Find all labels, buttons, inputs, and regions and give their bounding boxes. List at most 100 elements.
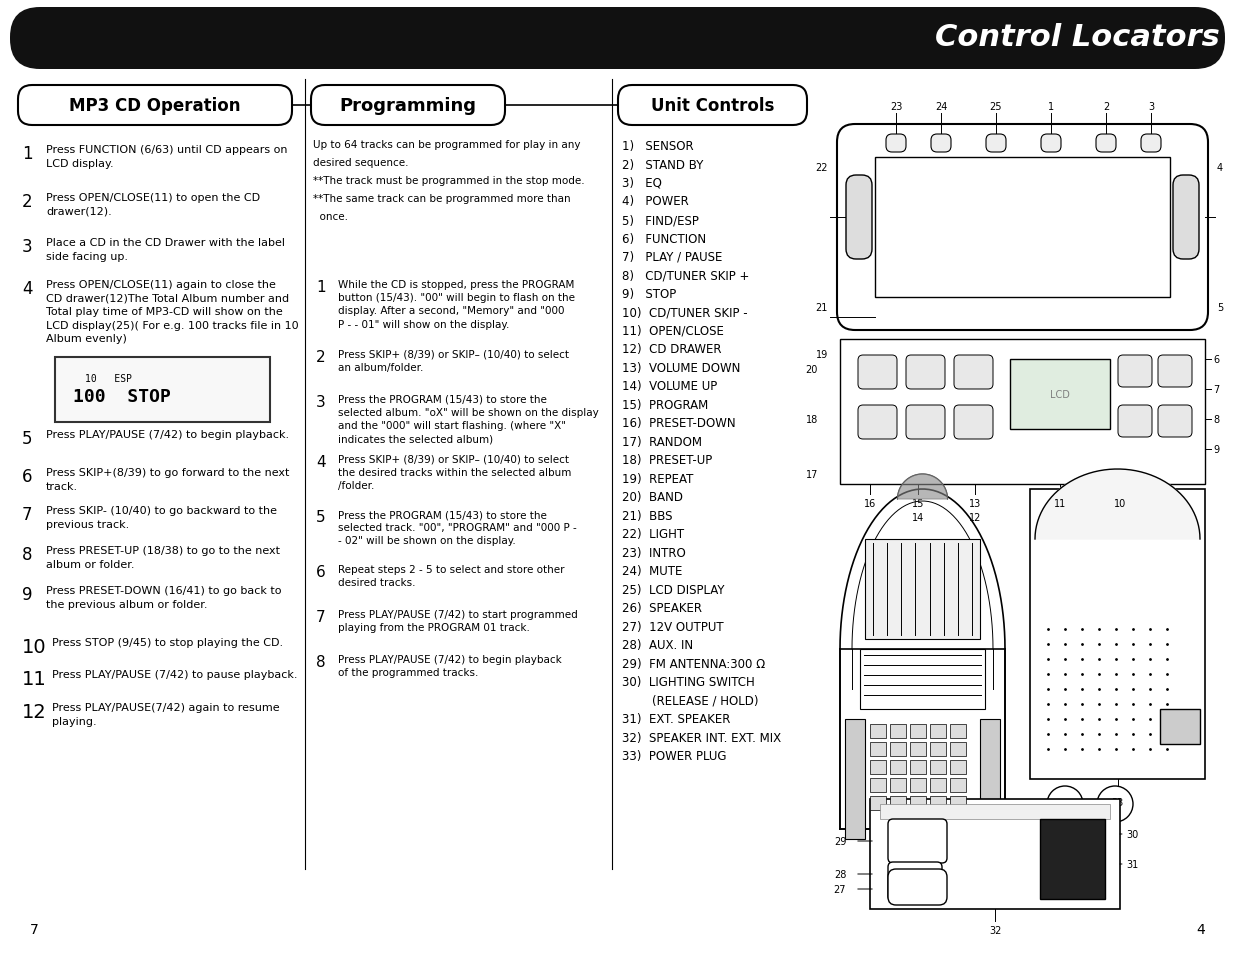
Bar [950, 796, 966, 810]
Text: 25: 25 [989, 102, 1003, 112]
Bar [56, 357, 270, 422]
FancyBboxPatch shape [986, 135, 1007, 152]
Bar [1030, 490, 1205, 780]
Text: Press PLAY/PAUSE (7/42) to start programmed
playing from the PROGRAM 01 track.: Press PLAY/PAUSE (7/42) to start program… [338, 609, 578, 633]
Bar [1010, 359, 1110, 430]
Text: 13)  VOLUME DOWN: 13) VOLUME DOWN [622, 361, 740, 375]
FancyBboxPatch shape [858, 355, 897, 390]
FancyBboxPatch shape [1118, 406, 1152, 437]
Text: MP3 CD Operation: MP3 CD Operation [69, 97, 241, 115]
Text: 12V OUTPUT: 12V OUTPUT [895, 863, 939, 869]
Bar [950, 779, 966, 792]
Bar [890, 796, 906, 810]
Text: 7: 7 [30, 923, 38, 936]
FancyBboxPatch shape [953, 355, 993, 390]
Bar [910, 742, 926, 757]
Text: 4: 4 [22, 280, 32, 297]
Text: 6)   FUNCTION: 6) FUNCTION [622, 233, 706, 245]
FancyBboxPatch shape [846, 175, 872, 260]
Text: 10: 10 [1114, 498, 1126, 509]
Text: Press SKIP+ (8/39) or SKIP– (10/40) to select
an album/folder.: Press SKIP+ (8/39) or SKIP– (10/40) to s… [338, 350, 569, 373]
Circle shape [1047, 786, 1083, 822]
Text: 3)   EQ: 3) EQ [622, 177, 662, 190]
Text: 19: 19 [816, 350, 827, 359]
Text: 12: 12 [22, 702, 47, 721]
Bar [860, 649, 986, 709]
Bar [981, 720, 1000, 840]
Text: Press PLAY/PAUSE (7/42) to begin playback
of the programmed tracks.: Press PLAY/PAUSE (7/42) to begin playbac… [338, 655, 562, 678]
Text: 28)  AUX. IN: 28) AUX. IN [622, 639, 693, 652]
Text: 1)   SENSOR: 1) SENSOR [622, 140, 694, 152]
Text: 21)  BBS: 21) BBS [622, 510, 673, 522]
Text: FM ANTENNA/300 Ω: FM ANTENNA/300 Ω [960, 808, 1030, 814]
Text: 11: 11 [1053, 498, 1066, 509]
Text: 9)   STOP: 9) STOP [622, 288, 677, 301]
Text: 16)  PRESET-DOWN: 16) PRESET-DOWN [622, 417, 736, 430]
Text: 15: 15 [911, 498, 924, 509]
Text: 14: 14 [911, 513, 924, 522]
Text: 2: 2 [316, 350, 326, 365]
Bar [890, 779, 906, 792]
Text: 5: 5 [316, 510, 326, 524]
FancyBboxPatch shape [1041, 135, 1061, 152]
FancyBboxPatch shape [1158, 355, 1192, 388]
FancyBboxPatch shape [1173, 175, 1199, 260]
Text: 8: 8 [1213, 415, 1219, 424]
Text: 24: 24 [935, 102, 947, 112]
Text: 6: 6 [316, 564, 326, 579]
Text: 27)  12V OUTPUT: 27) 12V OUTPUT [622, 620, 724, 634]
Text: 20)  BAND: 20) BAND [622, 491, 683, 504]
Text: 3: 3 [1149, 102, 1153, 112]
Text: 6: 6 [22, 468, 32, 485]
Bar [910, 724, 926, 739]
FancyBboxPatch shape [906, 406, 945, 439]
FancyBboxPatch shape [1118, 355, 1152, 388]
Text: 9: 9 [1213, 444, 1219, 455]
Text: Press PLAY/PAUSE (7/42) to begin playback.: Press PLAY/PAUSE (7/42) to begin playbac… [46, 430, 289, 439]
Text: Unit Controls: Unit Controls [651, 97, 774, 115]
Text: 8: 8 [316, 655, 326, 669]
FancyBboxPatch shape [10, 8, 1225, 70]
Text: 7)   PLAY / PAUSE: 7) PLAY / PAUSE [622, 251, 722, 264]
Text: 23)  INTRO: 23) INTRO [622, 546, 685, 559]
Bar [869, 742, 885, 757]
FancyBboxPatch shape [931, 135, 951, 152]
Bar [840, 339, 1205, 484]
Text: Up to 64 tracks can be programmed for play in any: Up to 64 tracks can be programmed for pl… [312, 140, 580, 150]
Polygon shape [898, 475, 947, 499]
Text: 15)  PROGRAM: 15) PROGRAM [622, 398, 708, 412]
Text: 31)  EXT. SPEAKER: 31) EXT. SPEAKER [622, 713, 730, 726]
Text: 23: 23 [889, 102, 903, 112]
Bar [1160, 709, 1200, 744]
Text: 5)   FIND/ESP: 5) FIND/ESP [622, 213, 699, 227]
Bar [910, 796, 926, 810]
Text: 10)  CD/TUNER SKIP -: 10) CD/TUNER SKIP - [622, 306, 747, 319]
Text: 6: 6 [1213, 355, 1219, 365]
Text: 7: 7 [1213, 385, 1219, 395]
Text: Press OPEN/CLOSE(11) to open the CD
drawer(12).: Press OPEN/CLOSE(11) to open the CD draw… [46, 193, 261, 216]
Text: Press PLAY/PAUSE(7/42) again to resume
playing.: Press PLAY/PAUSE(7/42) again to resume p… [52, 702, 279, 726]
Bar [1040, 820, 1105, 899]
Text: Press PLAY/PAUSE (7/42) to pause playback.: Press PLAY/PAUSE (7/42) to pause playbac… [52, 669, 298, 679]
FancyBboxPatch shape [858, 406, 897, 439]
Text: 2: 2 [1103, 102, 1109, 112]
Text: 11: 11 [22, 669, 47, 688]
Text: Press SKIP- (10/40) to go backward to the
previous track.: Press SKIP- (10/40) to go backward to th… [46, 505, 277, 529]
Text: LCD: LCD [1050, 390, 1070, 399]
Circle shape [1097, 786, 1132, 822]
Bar [950, 724, 966, 739]
Text: 12: 12 [968, 513, 981, 522]
Text: 26)  SPEAKER: 26) SPEAKER [622, 602, 701, 615]
FancyBboxPatch shape [19, 86, 291, 126]
Text: 25)  LCD DISPLAY: 25) LCD DISPLAY [622, 583, 725, 597]
Text: 4: 4 [1216, 163, 1223, 172]
Text: 14)  VOLUME UP: 14) VOLUME UP [622, 380, 718, 393]
Bar [876, 158, 1170, 297]
Text: 26: 26 [916, 847, 929, 857]
Text: desired sequence.: desired sequence. [312, 158, 409, 168]
Text: 1: 1 [316, 280, 326, 294]
Text: 3: 3 [316, 395, 326, 410]
Text: 7: 7 [22, 505, 32, 523]
Text: 31: 31 [1126, 859, 1139, 869]
Text: AUX. IN: AUX. IN [902, 855, 929, 862]
